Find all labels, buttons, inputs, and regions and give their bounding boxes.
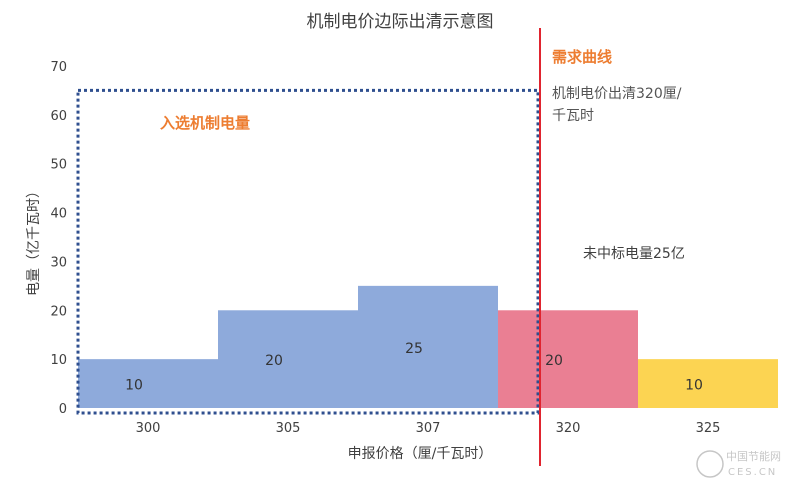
bar-320 [498, 310, 638, 408]
clearing-price-annotation-line2: 千瓦时 [552, 108, 594, 124]
unselected-volume-annotation: 未中标电量25亿 [583, 246, 685, 262]
bar-value-label: 20 [265, 353, 283, 369]
bar-307 [358, 285, 498, 408]
x-tick-label: 325 [696, 421, 721, 436]
y-tick-label: 30 [50, 255, 67, 270]
watermark-sub: CES.CN [728, 467, 777, 478]
watermark-text: 中国节能网 [726, 449, 781, 463]
x-tick-label: 300 [136, 421, 161, 436]
x-axis-label: 申报价格（厘/千瓦时） [348, 446, 493, 462]
y-axis-label: 电量（亿千瓦时） [26, 184, 42, 296]
bar-325 [638, 359, 778, 408]
watermark: 中国节能网 CES.CN [696, 449, 781, 478]
x-tick-label: 320 [556, 421, 581, 436]
y-tick-label: 20 [50, 304, 67, 319]
selected-volume-box [76, 88, 540, 415]
x-tick-label: 307 [416, 421, 441, 436]
clearing-price-annotation-line1: 机制电价出清320厘/ [552, 86, 682, 102]
y-tick-label: 60 [50, 109, 67, 124]
y-tick-label: 0 [59, 402, 67, 417]
watermark-logo-icon [696, 450, 724, 478]
bar-305 [218, 310, 358, 408]
demand-curve-label: 需求曲线 [552, 48, 612, 66]
chart-title: 机制电价边际出清示意图 [307, 12, 494, 32]
bar-value-label: 20 [545, 353, 563, 369]
x-tick-label: 305 [276, 421, 301, 436]
selected-volume-label: 入选机制电量 [160, 114, 250, 132]
bar-300 [78, 359, 218, 408]
bar-value-label: 10 [125, 378, 143, 394]
y-tick-label: 50 [50, 158, 67, 173]
y-tick-label: 10 [50, 353, 67, 368]
bar-value-label: 10 [685, 378, 703, 394]
bar-value-label: 25 [405, 341, 423, 357]
y-tick-label: 70 [50, 60, 67, 75]
y-tick-label: 40 [50, 207, 67, 222]
